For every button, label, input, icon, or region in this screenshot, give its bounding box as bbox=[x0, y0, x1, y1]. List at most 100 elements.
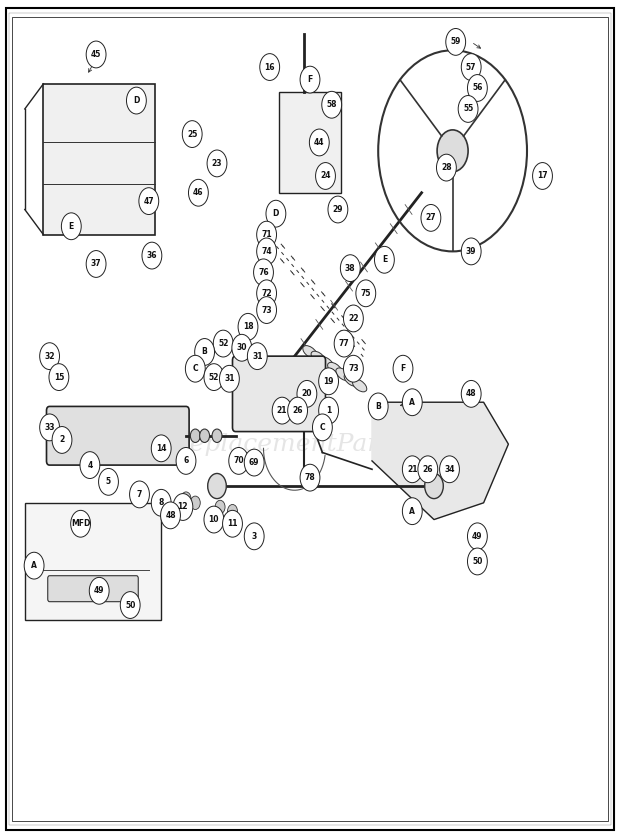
Circle shape bbox=[89, 577, 109, 604]
Text: 25: 25 bbox=[187, 130, 197, 138]
Text: 1: 1 bbox=[326, 406, 331, 415]
Circle shape bbox=[86, 41, 106, 68]
Circle shape bbox=[52, 427, 72, 453]
Text: C: C bbox=[319, 423, 326, 432]
Circle shape bbox=[130, 481, 149, 508]
Text: 29: 29 bbox=[333, 205, 343, 214]
Text: 70: 70 bbox=[233, 457, 244, 465]
Text: 20: 20 bbox=[302, 390, 312, 398]
Circle shape bbox=[229, 447, 249, 474]
Text: 37: 37 bbox=[91, 260, 102, 268]
Text: 71: 71 bbox=[261, 230, 272, 239]
Text: A: A bbox=[409, 398, 415, 406]
Circle shape bbox=[151, 435, 171, 462]
Circle shape bbox=[219, 365, 239, 392]
Circle shape bbox=[176, 447, 196, 474]
Circle shape bbox=[80, 452, 100, 478]
Text: 39: 39 bbox=[466, 247, 476, 256]
Text: 19: 19 bbox=[324, 377, 334, 385]
Circle shape bbox=[402, 456, 422, 483]
Text: 52: 52 bbox=[209, 373, 219, 381]
Text: 32: 32 bbox=[45, 352, 55, 360]
Text: 75: 75 bbox=[361, 289, 371, 297]
Circle shape bbox=[300, 464, 320, 491]
Circle shape bbox=[61, 213, 81, 240]
Text: 45: 45 bbox=[91, 50, 101, 59]
Circle shape bbox=[238, 313, 258, 340]
Circle shape bbox=[190, 496, 200, 510]
Circle shape bbox=[254, 259, 273, 286]
Circle shape bbox=[272, 397, 292, 424]
FancyBboxPatch shape bbox=[232, 356, 326, 432]
Circle shape bbox=[151, 489, 171, 516]
Ellipse shape bbox=[303, 345, 317, 359]
Circle shape bbox=[260, 54, 280, 80]
Text: 4: 4 bbox=[87, 461, 92, 469]
Text: 50: 50 bbox=[472, 557, 482, 566]
Text: 30: 30 bbox=[237, 344, 247, 352]
Circle shape bbox=[374, 246, 394, 273]
Circle shape bbox=[319, 397, 339, 424]
Circle shape bbox=[139, 188, 159, 215]
Circle shape bbox=[126, 87, 146, 114]
Circle shape bbox=[181, 492, 191, 505]
Circle shape bbox=[40, 343, 60, 370]
Text: A: A bbox=[31, 561, 37, 570]
Text: 49: 49 bbox=[472, 532, 482, 541]
Circle shape bbox=[120, 592, 140, 618]
Text: 49: 49 bbox=[94, 587, 104, 595]
Text: E: E bbox=[69, 222, 74, 230]
Circle shape bbox=[212, 429, 222, 442]
Ellipse shape bbox=[311, 351, 326, 364]
Circle shape bbox=[340, 255, 360, 282]
FancyBboxPatch shape bbox=[48, 576, 138, 602]
Text: C: C bbox=[192, 365, 198, 373]
Circle shape bbox=[461, 238, 481, 265]
Text: 26: 26 bbox=[423, 465, 433, 473]
Circle shape bbox=[356, 280, 376, 307]
Text: 33: 33 bbox=[45, 423, 55, 432]
Ellipse shape bbox=[336, 368, 350, 380]
Text: 22: 22 bbox=[348, 314, 358, 323]
Circle shape bbox=[425, 473, 443, 499]
Circle shape bbox=[190, 429, 200, 442]
Text: 5: 5 bbox=[106, 478, 111, 486]
Circle shape bbox=[343, 355, 363, 382]
Ellipse shape bbox=[344, 374, 358, 386]
Ellipse shape bbox=[319, 357, 334, 370]
Text: 44: 44 bbox=[314, 138, 324, 147]
Circle shape bbox=[161, 502, 180, 529]
Text: 8: 8 bbox=[159, 499, 164, 507]
Text: 56: 56 bbox=[472, 84, 482, 92]
Circle shape bbox=[24, 552, 44, 579]
Text: 18: 18 bbox=[242, 323, 254, 331]
Text: 34: 34 bbox=[445, 465, 454, 473]
Text: 73: 73 bbox=[261, 306, 272, 314]
Text: 58: 58 bbox=[327, 101, 337, 109]
Circle shape bbox=[215, 500, 225, 514]
Text: 50: 50 bbox=[125, 601, 135, 609]
Text: D: D bbox=[273, 210, 279, 218]
Text: 78: 78 bbox=[304, 473, 316, 482]
Circle shape bbox=[228, 504, 237, 518]
Text: 26: 26 bbox=[293, 406, 303, 415]
Text: 12: 12 bbox=[178, 503, 188, 511]
Text: 23: 23 bbox=[212, 159, 222, 168]
Text: 7: 7 bbox=[137, 490, 142, 499]
Ellipse shape bbox=[327, 362, 342, 375]
Circle shape bbox=[208, 473, 226, 499]
Text: F: F bbox=[308, 75, 312, 84]
Text: 16: 16 bbox=[265, 63, 275, 71]
Circle shape bbox=[257, 238, 277, 265]
Text: 77: 77 bbox=[339, 339, 350, 348]
Text: 73: 73 bbox=[348, 365, 359, 373]
Text: 52: 52 bbox=[218, 339, 228, 348]
Text: B: B bbox=[375, 402, 381, 411]
Text: 6: 6 bbox=[184, 457, 188, 465]
Circle shape bbox=[461, 54, 481, 80]
Text: 46: 46 bbox=[193, 189, 203, 197]
Text: F: F bbox=[401, 365, 405, 373]
Circle shape bbox=[257, 297, 277, 323]
Text: 57: 57 bbox=[466, 63, 476, 71]
Text: E: E bbox=[382, 256, 387, 264]
